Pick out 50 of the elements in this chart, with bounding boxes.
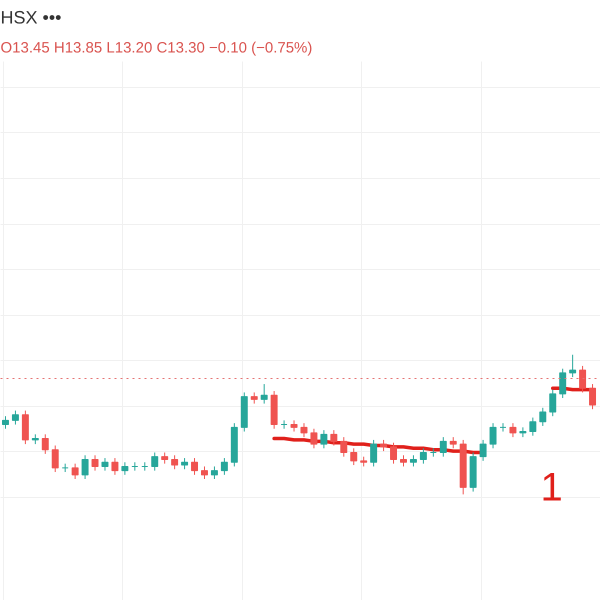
candlestick (161, 452, 168, 464)
candlestick (42, 434, 49, 454)
candlestick (529, 417, 536, 436)
candlestick (420, 448, 427, 464)
candlestick (480, 439, 487, 462)
candlestick (559, 368, 566, 399)
candlestick (400, 454, 407, 467)
candlestick (260, 384, 268, 404)
candlestick (220, 458, 228, 476)
candlestick (250, 392, 258, 404)
candlestick (539, 407, 546, 426)
candlestick (92, 454, 99, 472)
candlestick (2, 416, 9, 430)
candlestick (440, 436, 447, 458)
candlestick (181, 458, 188, 470)
candlestick (310, 428, 318, 449)
candlestick (390, 442, 398, 464)
candlestick (509, 422, 516, 438)
candlestick (340, 436, 348, 458)
candlestick (490, 422, 497, 449)
chart-title: HSX ••• (0, 8, 62, 28)
candlestick (549, 389, 556, 417)
candlestick (380, 439, 388, 452)
candlestick (121, 462, 128, 476)
candlestick (101, 458, 108, 472)
candlestick (589, 384, 596, 410)
candlestick (200, 466, 208, 480)
candlestick (410, 454, 417, 467)
candlestick (330, 430, 338, 446)
candlestick (210, 466, 218, 480)
candlestick (320, 430, 328, 449)
chart-subtitle: O13.45 H13.85 L13.20 C13.30 −0.10 (−0.75%) (0, 40, 312, 56)
candlestick (519, 426, 526, 438)
candlestick (370, 439, 378, 467)
candlestick (52, 445, 59, 473)
candlestick (72, 463, 79, 480)
candlestick (82, 454, 89, 480)
candlestick (360, 456, 368, 467)
candlestick (569, 354, 576, 378)
candlestick (32, 434, 39, 445)
candlestick (12, 410, 19, 426)
candlestick (171, 454, 178, 470)
candlestick (151, 452, 158, 472)
candlestick (300, 422, 308, 438)
candlestick (579, 365, 586, 393)
candlestick (290, 420, 298, 432)
candlestick (111, 458, 118, 476)
candlestick (191, 458, 198, 476)
annotation: 1 (540, 466, 563, 510)
candlestick (350, 448, 358, 466)
